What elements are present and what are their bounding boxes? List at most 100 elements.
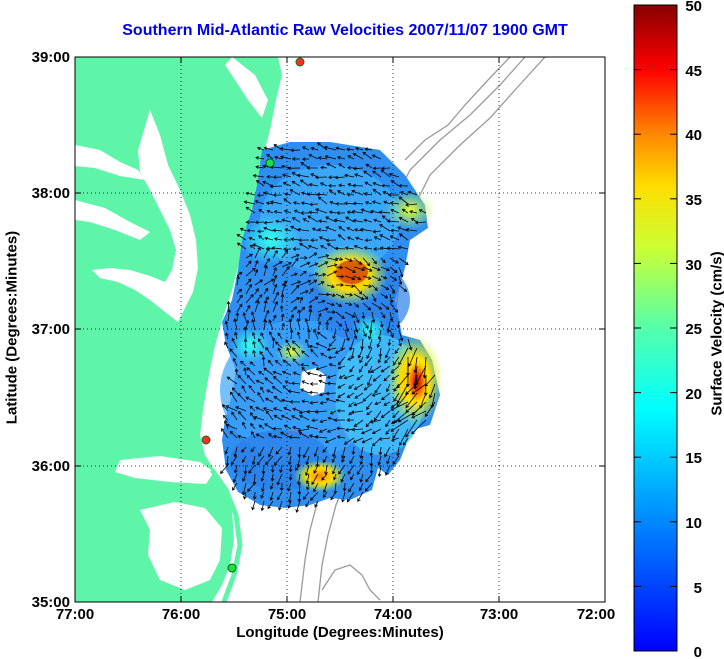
velocity-arrow xyxy=(263,318,268,331)
velocity-arrow xyxy=(384,347,391,359)
velocity-arrow xyxy=(363,170,373,178)
velocity-arrow xyxy=(332,329,337,340)
velocity-arrow xyxy=(290,148,301,153)
velocity-arrow xyxy=(229,348,238,358)
velocity-arrow xyxy=(353,419,364,427)
velocity-arrow xyxy=(266,174,274,179)
velocity-arrow xyxy=(274,359,283,367)
velocity-arrow xyxy=(260,473,265,482)
x-tick-label: 73:00 xyxy=(480,606,518,623)
velocity-arrow xyxy=(273,375,283,385)
velocity-arrow xyxy=(268,446,274,458)
velocity-arrow xyxy=(398,275,403,286)
velocity-arrow xyxy=(269,331,274,340)
velocity-arrow xyxy=(298,238,310,243)
velocity-arrow xyxy=(347,356,355,361)
velocity-arrow xyxy=(271,337,276,349)
velocity-arrow xyxy=(272,426,283,431)
velocity-arrow xyxy=(348,383,355,389)
velocity-arrow xyxy=(361,437,373,444)
velocity-arrow xyxy=(393,392,400,402)
velocity-arrow xyxy=(355,146,364,151)
velocity-arrow xyxy=(398,216,409,223)
velocity-arrow xyxy=(308,252,318,259)
velocity-arrow xyxy=(329,200,337,205)
velocity-arrow xyxy=(283,424,292,430)
velocity-arrow xyxy=(337,356,346,366)
velocity-arrow xyxy=(258,446,265,457)
velocity-arrow xyxy=(272,193,283,197)
velocity-arrow xyxy=(371,275,382,281)
velocity-arrow xyxy=(393,356,400,366)
velocity-arrow xyxy=(308,344,319,349)
velocity-arrow xyxy=(385,419,391,428)
velocity-arrow xyxy=(359,455,364,466)
velocity-arrow xyxy=(320,165,328,170)
velocity-arrow xyxy=(306,192,319,197)
velocity-arrow xyxy=(302,218,310,223)
velocity-arrow xyxy=(288,318,293,331)
velocity-arrow xyxy=(335,274,345,279)
velocity-arrow xyxy=(317,321,322,331)
velocity-arrow xyxy=(336,426,346,431)
x-tick-label: 74:00 xyxy=(374,606,412,623)
velocity-arrow xyxy=(273,407,283,412)
velocity-arrow xyxy=(372,170,382,178)
velocity-arrow xyxy=(390,365,400,374)
velocity-arrow xyxy=(380,275,388,280)
velocity-arrow xyxy=(254,294,263,304)
velocity-arrow xyxy=(299,179,310,187)
velocity-arrow xyxy=(335,293,345,299)
velocity-arrow xyxy=(304,318,310,331)
velocity-arrow xyxy=(297,446,302,458)
velocity-arrow xyxy=(341,446,346,460)
velocity-arrow xyxy=(379,224,391,232)
velocity-arrow xyxy=(273,414,283,421)
velocity-arrow xyxy=(250,430,256,439)
velocity-arrow xyxy=(258,208,265,214)
velocity-arrow xyxy=(305,338,310,349)
velocity-arrow xyxy=(398,266,404,278)
velocity-arrow xyxy=(237,374,247,385)
velocity-arrow xyxy=(272,291,279,304)
velocity-arrow xyxy=(258,338,265,349)
velocity-arrow xyxy=(287,446,292,456)
velocity-arrow xyxy=(363,383,373,391)
station-marker-wallops xyxy=(265,158,275,168)
velocity-arrow xyxy=(277,347,283,358)
velocity-arrow xyxy=(344,302,353,306)
velocity-arrow xyxy=(385,464,391,476)
velocity-arrow xyxy=(336,211,346,215)
velocity-arrow xyxy=(245,278,252,286)
velocity-arrow xyxy=(343,374,355,380)
velocity-arrow xyxy=(314,500,319,508)
velocity-arrow xyxy=(419,392,427,409)
velocity-arrow xyxy=(309,400,319,405)
velocity-arrow xyxy=(317,156,328,160)
velocity-arrow xyxy=(310,238,319,243)
velocity-arrow xyxy=(372,166,382,171)
velocity-arrow xyxy=(234,368,239,376)
velocity-arrow xyxy=(252,243,265,250)
velocity-arrow xyxy=(281,249,289,259)
velocity-arrow xyxy=(322,446,328,453)
colorbar-tick-label: 30 xyxy=(685,257,702,274)
velocity-arrow xyxy=(371,154,382,160)
velocity-arrow xyxy=(261,356,266,367)
velocity-arrow xyxy=(345,216,355,223)
velocity-arrow xyxy=(308,182,319,187)
velocity-arrow xyxy=(256,455,265,466)
velocity-arrow xyxy=(266,154,274,160)
velocity-arrow xyxy=(232,482,238,491)
velocity-arrow xyxy=(251,318,256,331)
velocity-arrow xyxy=(280,293,285,304)
velocity-arrow xyxy=(284,228,292,232)
velocity-arrow xyxy=(243,491,247,500)
velocity-arrow xyxy=(373,247,381,251)
grid-lines xyxy=(75,57,605,602)
velocity-arrow xyxy=(264,397,274,403)
velocity-arrow xyxy=(270,464,275,473)
velocity-arrow xyxy=(387,338,392,347)
velocity-arrow xyxy=(311,473,319,485)
velocity-arrow xyxy=(353,266,366,272)
